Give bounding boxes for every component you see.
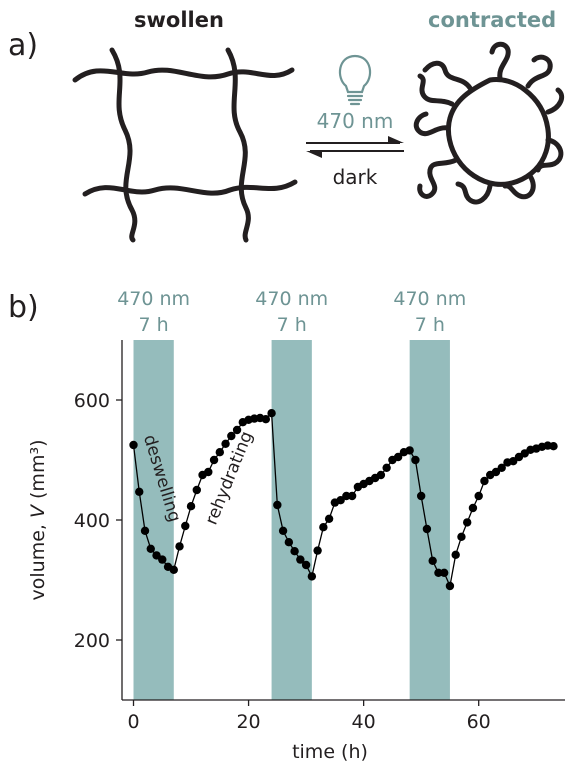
illumination-labels: 470 nm 7 h 470 nm 7 h 470 nm 7 h: [117, 288, 466, 336]
data-point: [457, 532, 466, 541]
y-tick-label: 400: [74, 510, 110, 532]
data-point: [169, 565, 178, 574]
x-tick-label: 0: [127, 711, 139, 733]
data-point: [497, 463, 506, 472]
data-point: [232, 425, 242, 435]
data-point: [227, 431, 236, 441]
light-wavelength-label: 470 nm: [317, 109, 394, 133]
data-point: [175, 542, 184, 551]
data-point: [405, 446, 414, 455]
panel-a-label: a): [8, 28, 39, 63]
data-point: [439, 568, 449, 577]
illumination-wavelength-label: 470 nm: [255, 288, 328, 310]
data-point: [445, 581, 455, 591]
lightbulb-icon: [338, 54, 372, 106]
data-point: [135, 487, 144, 496]
y-tick-label: 600: [74, 390, 110, 412]
panel-b-label: b): [8, 290, 39, 325]
data-point: [129, 440, 138, 450]
data-point: [549, 442, 558, 451]
y-axis-label-prefix: volume,: [27, 518, 49, 600]
data-point: [347, 491, 357, 501]
data-point: [181, 521, 190, 531]
data-point: [474, 491, 483, 501]
illumination-band: [409, 340, 450, 700]
data-point: [319, 523, 328, 532]
data-point: [273, 500, 282, 510]
data-point: [422, 524, 432, 534]
y-axis-label-var: V: [27, 503, 49, 518]
swollen-title: swollen: [134, 8, 224, 32]
data-point: [382, 463, 391, 472]
axis-ticks: 0 20 40 60 200 400 600: [74, 390, 491, 733]
data-point: [313, 546, 322, 555]
y-tick-label: 200: [74, 630, 110, 652]
data-point: [462, 518, 472, 527]
data-point: [152, 551, 161, 560]
data-point: [376, 470, 386, 480]
x-tick-label: 20: [236, 711, 260, 733]
illumination-wavelength-label: 470 nm: [117, 288, 190, 310]
data-point: [393, 452, 403, 462]
data-point: [261, 415, 271, 424]
data-point: [296, 555, 305, 564]
data-point: [158, 555, 167, 564]
chart-axes: [121, 340, 565, 701]
illumination-band: [271, 340, 312, 700]
data-point: [480, 476, 489, 486]
data-point: [342, 491, 351, 501]
illumination-band: [133, 340, 174, 700]
data-point: [284, 538, 294, 547]
data-point: [192, 485, 201, 495]
data-point: [186, 502, 196, 511]
data-point: [146, 544, 155, 553]
illumination-duration-label: 7 h: [415, 314, 445, 336]
illumination-bands: [133, 340, 450, 700]
data-point: [215, 448, 225, 457]
data-point: [416, 491, 426, 501]
x-tick-label: 40: [352, 711, 376, 733]
data-point: [509, 457, 518, 466]
equilibrium-arrows: [306, 136, 404, 158]
dark-label: dark: [333, 165, 378, 189]
data-series: [129, 409, 558, 591]
data-point: [307, 572, 317, 581]
data-point: [451, 550, 460, 559]
data-point: [140, 526, 150, 535]
data-point: [204, 467, 213, 477]
illumination-duration-label: 7 h: [139, 314, 169, 336]
panel-a-schematic: 470 nm dark: [72, 41, 565, 243]
x-axis-label: time (h): [292, 741, 368, 763]
data-point: [428, 556, 437, 565]
swollen-network: [72, 47, 298, 243]
x-tick-label: 60: [467, 711, 491, 733]
contracted-title: contracted: [428, 8, 557, 32]
data-point: [491, 467, 501, 477]
data-point: [290, 547, 299, 556]
data-point: [278, 526, 288, 535]
data-point: [209, 455, 219, 465]
data-point: [267, 409, 276, 418]
illumination-wavelength-label: 470 nm: [393, 288, 466, 310]
illumination-duration-label: 7 h: [277, 314, 307, 336]
data-point: [301, 560, 311, 570]
y-axis-label-unit: (mm³): [27, 440, 49, 506]
data-point: [324, 514, 334, 523]
data-point: [434, 568, 443, 577]
y-axis-label: volume, V (mm³): [27, 440, 49, 601]
contracted-network: [413, 41, 565, 205]
data-point: [411, 455, 420, 465]
data-point: [468, 503, 478, 513]
data-point: [336, 496, 345, 505]
data-point: [221, 439, 230, 448]
